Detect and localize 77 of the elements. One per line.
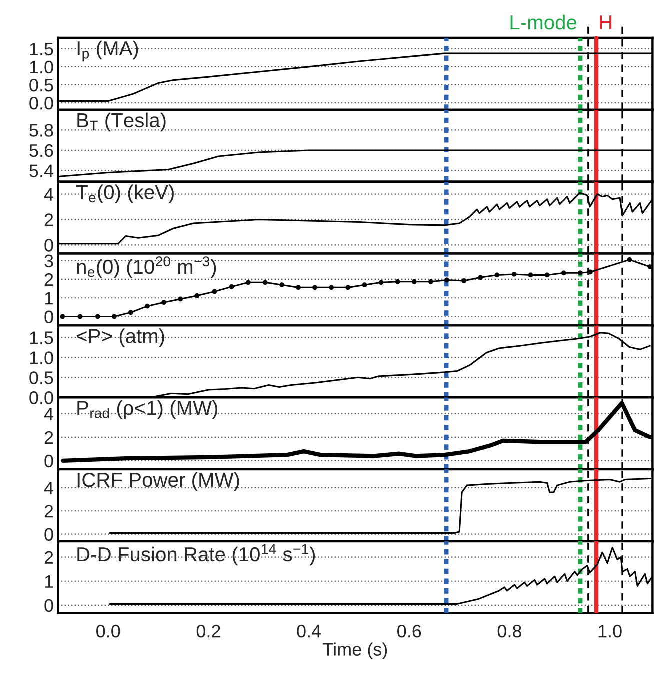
chart-title: P$_{rad}$ (ρ<1) (MW) [78,400,218,420]
point [578,270,583,276]
chart-title: n$_{e}$(0) (10$^{20}$ m$^{−3}$) [77,256,216,278]
chart-title: D-D Fusion Rate (10$^{14}$ s$^{−1}$) [78,544,316,566]
y-tick-label: 0.5 [30,372,54,384]
point [178,296,184,302]
x-tick-label: 0.8 [498,624,522,638]
y-tick-label: 2 [44,273,54,286]
y-tick-label: 0.0 [30,97,54,110]
point [112,314,117,320]
point [329,285,334,290]
point [444,278,450,283]
point [362,282,368,288]
point [512,272,517,277]
y-tick-label: 4 [44,408,54,420]
y-tick-label: 0 [44,528,54,542]
point [128,310,134,316]
y-tick-label: 1.0 [30,60,54,74]
y-tick-label: 0.0 [30,392,54,404]
chart-title: I$_{p}$ (MA) [78,40,138,62]
y-tick-label: 1 [45,292,54,305]
point [528,272,534,278]
point [395,279,400,284]
point [262,280,268,286]
point [544,272,550,278]
y-tick-label: 5.6 [30,144,54,158]
point [478,275,484,280]
point [229,284,234,290]
point [561,270,566,276]
point [95,314,100,320]
point [627,257,632,262]
point [145,304,150,309]
y-tick-label: 5.8 [30,124,54,137]
y-tick-label: 0 [44,239,54,252]
chart-title: T$_{e}$(0) (keV) [76,184,174,204]
y-tick-label: 1.0 [30,352,54,364]
point [194,293,200,298]
ref-line-label: H [600,16,612,30]
y-tick-label: 0 [44,599,54,612]
x-tick-label: 0.6 [398,624,422,638]
point [296,285,301,290]
x-tick-label: 0.0 [96,624,120,638]
point [60,314,66,320]
point [412,279,417,284]
point [280,282,284,288]
x-tick-label: 0.2 [196,624,220,638]
point [212,289,218,294]
y-tick-label: 4 [44,482,54,494]
point [428,279,434,284]
y-tick-label: 5.4 [30,164,54,178]
y-tick-label: 2 [44,431,54,444]
point [246,280,251,286]
point [162,300,166,306]
x-axis-title: Time (s) [323,642,388,660]
y-tick-label: 4 [44,188,54,201]
point [462,278,466,284]
ref-line-label: L-mode [510,14,577,30]
y-tick-label: 0.5 [30,78,54,92]
point [378,280,384,286]
point [78,314,83,320]
chart-title: B$_{T}$ (Tesla) [78,112,166,132]
y-tick-label: 2 [44,214,54,226]
point [346,285,351,290]
x-tick-label: 1.0 [598,624,622,638]
y-tick-label: 2 [44,505,54,518]
chart-title: <P> (atm) [77,328,164,348]
point [494,272,500,278]
y-tick-label: 0 [44,310,54,324]
y-tick-label: 3 [44,254,54,268]
point [312,285,318,290]
chart-title: ICRF Power (MW) [78,472,240,492]
y-tick-label: 2 [44,551,54,564]
y-tick-label: 1.5 [30,42,54,56]
y-tick-label: 1 [45,576,54,588]
y-tick-label: 1.5 [30,332,54,344]
x-tick-label: 0.4 [297,624,322,638]
y-tick-label: 0 [44,454,54,468]
